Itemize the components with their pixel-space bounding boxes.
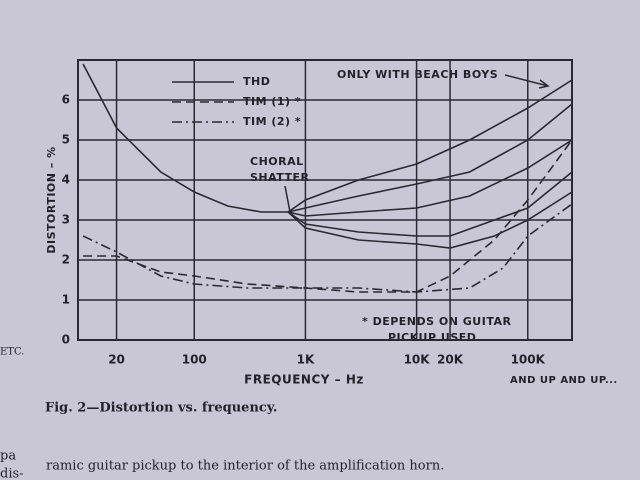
caption: Fig. 2—Distortion vs. frequency.	[45, 401, 277, 416]
x-tick-label: 10K	[404, 353, 431, 367]
annotation: SHATTER	[250, 171, 310, 184]
x-tick-label: 100	[182, 353, 207, 367]
legend-label: TIM (1) *	[243, 95, 301, 108]
y-tick-label: 6	[62, 93, 70, 107]
x-tick-label: 20	[108, 353, 125, 367]
line	[287, 171, 573, 237]
y-tick-label: 5	[62, 133, 70, 147]
annotation: * DEPENDS ON GUITAR	[362, 315, 511, 328]
x-tick-label: 1K	[297, 353, 315, 367]
x-tick-label: 100K	[511, 353, 546, 367]
y-tick-label: 3	[62, 213, 70, 227]
body-text: ramic guitar pickup to the interior of t…	[46, 459, 444, 474]
margin-text: pa	[0, 449, 16, 464]
annotation: CHORAL	[250, 155, 304, 168]
arrow	[504, 74, 550, 89]
line	[288, 139, 573, 217]
margin-text: dis-	[0, 467, 24, 480]
line	[82, 203, 573, 293]
annotation: AND UP AND UP...	[510, 375, 618, 386]
y-tick-label: 1	[62, 293, 70, 307]
line	[83, 139, 573, 293]
x-tick-label: 20K	[437, 353, 464, 367]
legend-label: THD	[243, 75, 270, 88]
margin-text: ETC.	[0, 347, 24, 358]
x-axis-label: FREQUENCY – Hz	[244, 373, 364, 387]
legend-label: TIM (2) *	[243, 115, 301, 128]
y-axis-label: DISTORTION – %	[45, 146, 58, 253]
arrow	[284, 185, 291, 213]
line	[82, 63, 289, 213]
y-tick-label: 0	[62, 333, 70, 347]
y-tick-label: 2	[62, 253, 70, 267]
annotation: ONLY WITH BEACH BOYS	[337, 68, 498, 81]
line	[287, 191, 573, 249]
y-tick-label: 4	[62, 173, 70, 187]
line	[288, 103, 573, 213]
plot-frame	[77, 59, 573, 341]
annotation: PICKUP USED	[388, 331, 476, 344]
line	[287, 79, 573, 213]
